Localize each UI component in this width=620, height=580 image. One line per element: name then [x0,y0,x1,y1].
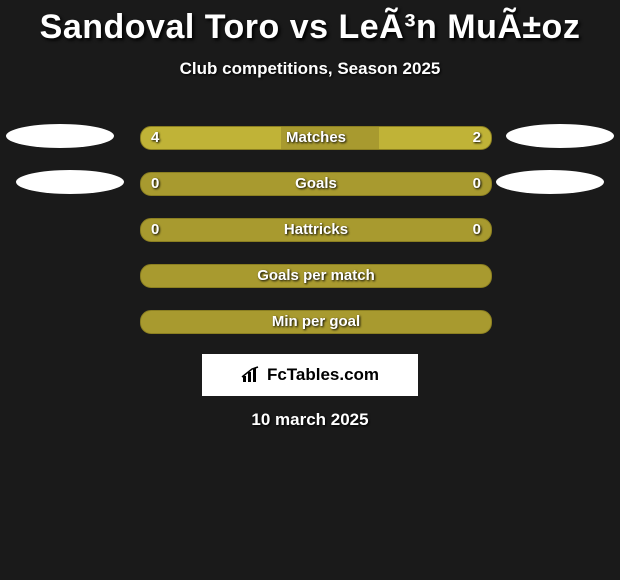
stat-label: Hattricks [141,219,491,241]
chart-icon [241,366,263,384]
date-label: 10 march 2025 [0,410,620,430]
stat-rows: 42Matches00Goals00HattricksGoals per mat… [0,118,620,348]
stat-row: 0 0Goals [0,164,620,210]
stat-bar: Min per goal [140,310,492,334]
stat-right-value: 2 [473,127,481,149]
stat-bar: 42Matches [140,126,492,150]
stat-right-value: 0 [473,173,481,195]
comparison-card: Sandoval Toro vs LeÃ³n MuÃ±oz Club compe… [0,0,620,580]
stat-left-value: 0 [151,219,159,241]
stat-left-value: 4 [151,127,159,149]
player-avatar-left [16,170,124,194]
stat-row: 0 0Hattricks [0,210,620,256]
stat-left-value: 0 [151,173,159,195]
stat-row: 42Matches [0,118,620,164]
brand-text: FcTables.com [267,365,379,385]
stat-bar: 0 0Goals [140,172,492,196]
player-avatar-right [496,170,604,194]
page-subtitle: Club competitions, Season 2025 [0,59,620,79]
page-title: Sandoval Toro vs LeÃ³n MuÃ±oz [0,0,620,47]
stat-label: Goals per match [141,265,491,287]
stat-row: Goals per match [0,256,620,302]
stat-bar-fill-left [141,127,281,149]
stat-right-value: 0 [473,219,481,241]
player-avatar-right [506,124,614,148]
stat-row: Min per goal [0,302,620,348]
brand-badge[interactable]: FcTables.com [202,354,418,396]
stat-label: Goals [141,173,491,195]
stat-bar: 0 0Hattricks [140,218,492,242]
stat-label: Min per goal [141,311,491,333]
player-avatar-left [6,124,114,148]
stat-bar: Goals per match [140,264,492,288]
